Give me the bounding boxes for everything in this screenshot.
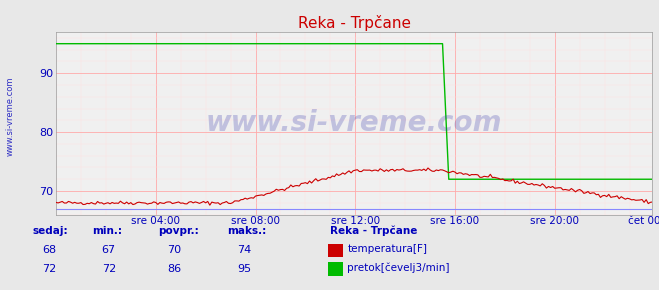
- Text: Reka - Trpčane: Reka - Trpčane: [330, 226, 417, 236]
- Text: www.si-vreme.com: www.si-vreme.com: [206, 109, 502, 137]
- Text: 95: 95: [237, 264, 251, 274]
- Text: 68: 68: [42, 245, 57, 255]
- Text: www.si-vreme.com: www.si-vreme.com: [5, 76, 14, 156]
- Text: povpr.:: povpr.:: [158, 226, 199, 236]
- Text: 70: 70: [167, 245, 182, 255]
- Text: maks.:: maks.:: [227, 226, 267, 236]
- Text: 72: 72: [42, 264, 57, 274]
- Text: 74: 74: [237, 245, 251, 255]
- Text: min.:: min.:: [92, 226, 123, 236]
- Title: Reka - Trpčane: Reka - Trpčane: [298, 15, 411, 31]
- Text: 67: 67: [101, 245, 116, 255]
- Text: 72: 72: [101, 264, 116, 274]
- Text: pretok[čevelj3/min]: pretok[čevelj3/min]: [347, 262, 450, 273]
- Text: sedaj:: sedaj:: [33, 226, 69, 236]
- Text: 86: 86: [167, 264, 182, 274]
- Text: temperatura[F]: temperatura[F]: [347, 244, 427, 254]
